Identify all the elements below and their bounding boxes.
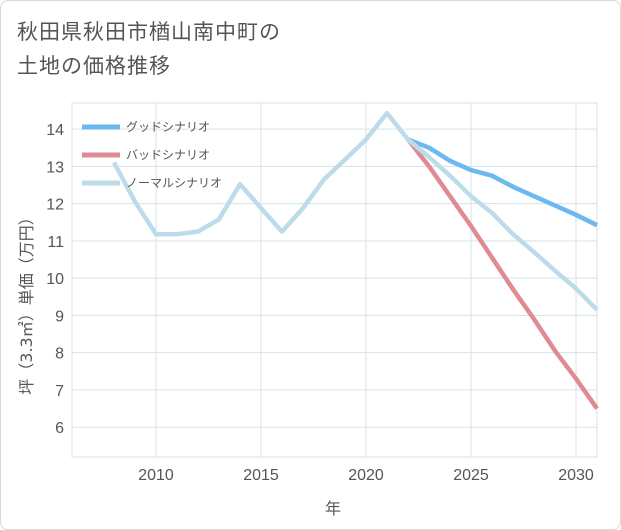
chart-grid [71, 102, 598, 458]
y-tick-label: 10 [46, 271, 64, 288]
series-line [406, 138, 599, 410]
x-tick-label: 2020 [348, 467, 384, 484]
legend-label: グッドシナリオ [126, 120, 210, 134]
legend-label: バッドシナリオ [126, 148, 210, 162]
legend-label: ノーマルシナリオ [126, 176, 222, 190]
x-tick-label: 2015 [243, 467, 279, 484]
plot-border [71, 102, 598, 458]
y-tick-label: 13 [46, 159, 64, 176]
chart-title-line1: 秋田県秋田市楢山南中町の [17, 20, 281, 44]
series-line [112, 110, 599, 312]
series-lines [112, 110, 599, 410]
y-tick-label: 7 [55, 383, 64, 400]
y-tick-label: 8 [55, 346, 64, 363]
x-axis-label: 年 [325, 499, 341, 518]
y-tick-label: 6 [55, 420, 64, 437]
y-tick-label: 9 [55, 308, 64, 325]
x-tick-label: 2010 [138, 467, 174, 484]
y-tick-label: 11 [47, 234, 64, 251]
chart-title-line2: 土地の価格推移 [17, 54, 171, 78]
x-tick-label: 2025 [453, 467, 489, 484]
chart-title: 秋田県秋田市楢山南中町の 土地の価格推移 [17, 15, 281, 83]
y-axis-label: 坪（3.3㎡）単価（万円） [17, 209, 36, 394]
y-axis-ticks: 6 7 8 9 10 11 12 13 14 [46, 122, 64, 437]
y-tick-label: 14 [46, 122, 64, 139]
x-axis-ticks: 2010 2015 2020 2025 2030 [138, 467, 594, 484]
y-tick-label: 12 [46, 197, 64, 214]
series-line [407, 137, 598, 228]
x-tick-label: 2030 [558, 467, 594, 484]
